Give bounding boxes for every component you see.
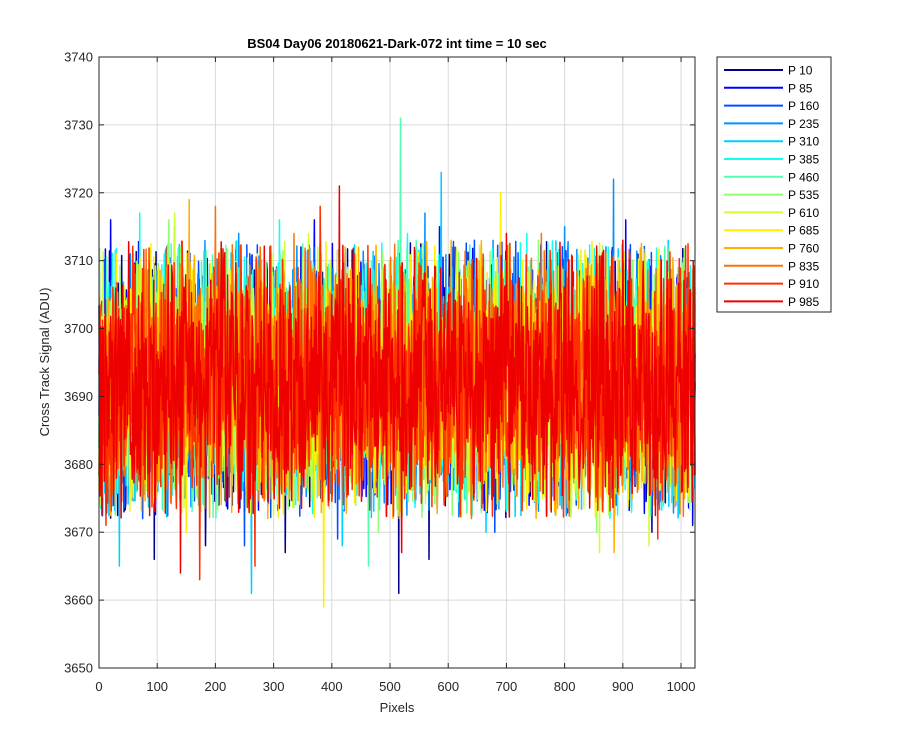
y-axis-label: Cross Track Signal (ADU) bbox=[37, 288, 52, 437]
legend-label: P 760 bbox=[788, 242, 819, 256]
y-tick-label: 3730 bbox=[64, 117, 93, 132]
x-tick-label: 200 bbox=[205, 679, 227, 694]
legend-label: P 685 bbox=[788, 224, 819, 238]
x-tick-label: 700 bbox=[496, 679, 518, 694]
x-tick-label: 400 bbox=[321, 679, 343, 694]
series-line-p985 bbox=[98, 185, 696, 574]
y-tick-label: 3710 bbox=[64, 253, 93, 268]
y-tick-label: 3720 bbox=[64, 185, 93, 200]
legend-entries: P 10 P 85 P 160 P 235 P 310 P 385 P 460 P 535 P … bbox=[724, 64, 819, 309]
legend-label: P 910 bbox=[788, 277, 819, 291]
legend-label: P 460 bbox=[788, 170, 819, 184]
plot-frame bbox=[98, 56, 696, 669]
x-tick-label: 600 bbox=[437, 679, 459, 694]
y-tick-label: 3740 bbox=[64, 50, 93, 65]
legend-label: P 835 bbox=[788, 259, 819, 273]
y-tick-label: 3660 bbox=[64, 593, 93, 608]
legend-label: P 985 bbox=[788, 295, 819, 309]
y-tick-label: 3650 bbox=[64, 661, 93, 676]
axis-ticks bbox=[98, 56, 695, 669]
legend-label: P 535 bbox=[788, 188, 819, 202]
y-tick-labels: 3650 3660 3670 3680 3690 3700 3710 3720 3730 3740 bbox=[64, 50, 93, 676]
x-tick-label: 300 bbox=[263, 679, 285, 694]
x-tick-label: 800 bbox=[554, 679, 576, 694]
legend-box bbox=[716, 56, 832, 313]
series-layer bbox=[98, 117, 696, 608]
legend-label: P 85 bbox=[788, 81, 813, 95]
y-tick-label: 3700 bbox=[64, 321, 93, 336]
y-tick-label: 3690 bbox=[64, 389, 93, 404]
x-axis-label: Pixels bbox=[380, 700, 415, 715]
legend-label: P 160 bbox=[788, 99, 819, 113]
x-tick-label: 1000 bbox=[667, 679, 696, 694]
series-line-p910 bbox=[98, 205, 696, 581]
x-tick-label: 100 bbox=[146, 679, 168, 694]
legend[interactable]: P 10 P 85 P 160 P 235 P 310 P 385 P 460 P 535 P … bbox=[716, 56, 832, 313]
legend-label: P 610 bbox=[788, 206, 819, 220]
x-tick-label: 0 bbox=[95, 679, 102, 694]
x-tick-labels: 0 100 200 300 400 500 600 700 800 900 1000 bbox=[95, 679, 695, 694]
legend-label: P 385 bbox=[788, 153, 819, 167]
legend-label: P 235 bbox=[788, 117, 819, 131]
chart-title: BS04 Day06 20180621-Dark-072 int time = … bbox=[247, 36, 547, 51]
x-tick-label: 900 bbox=[612, 679, 634, 694]
legend-label: P 10 bbox=[788, 64, 813, 78]
x-tick-label: 500 bbox=[379, 679, 401, 694]
y-tick-label: 3670 bbox=[64, 525, 93, 540]
legend-label: P 310 bbox=[788, 135, 819, 149]
y-tick-label: 3680 bbox=[64, 457, 93, 472]
